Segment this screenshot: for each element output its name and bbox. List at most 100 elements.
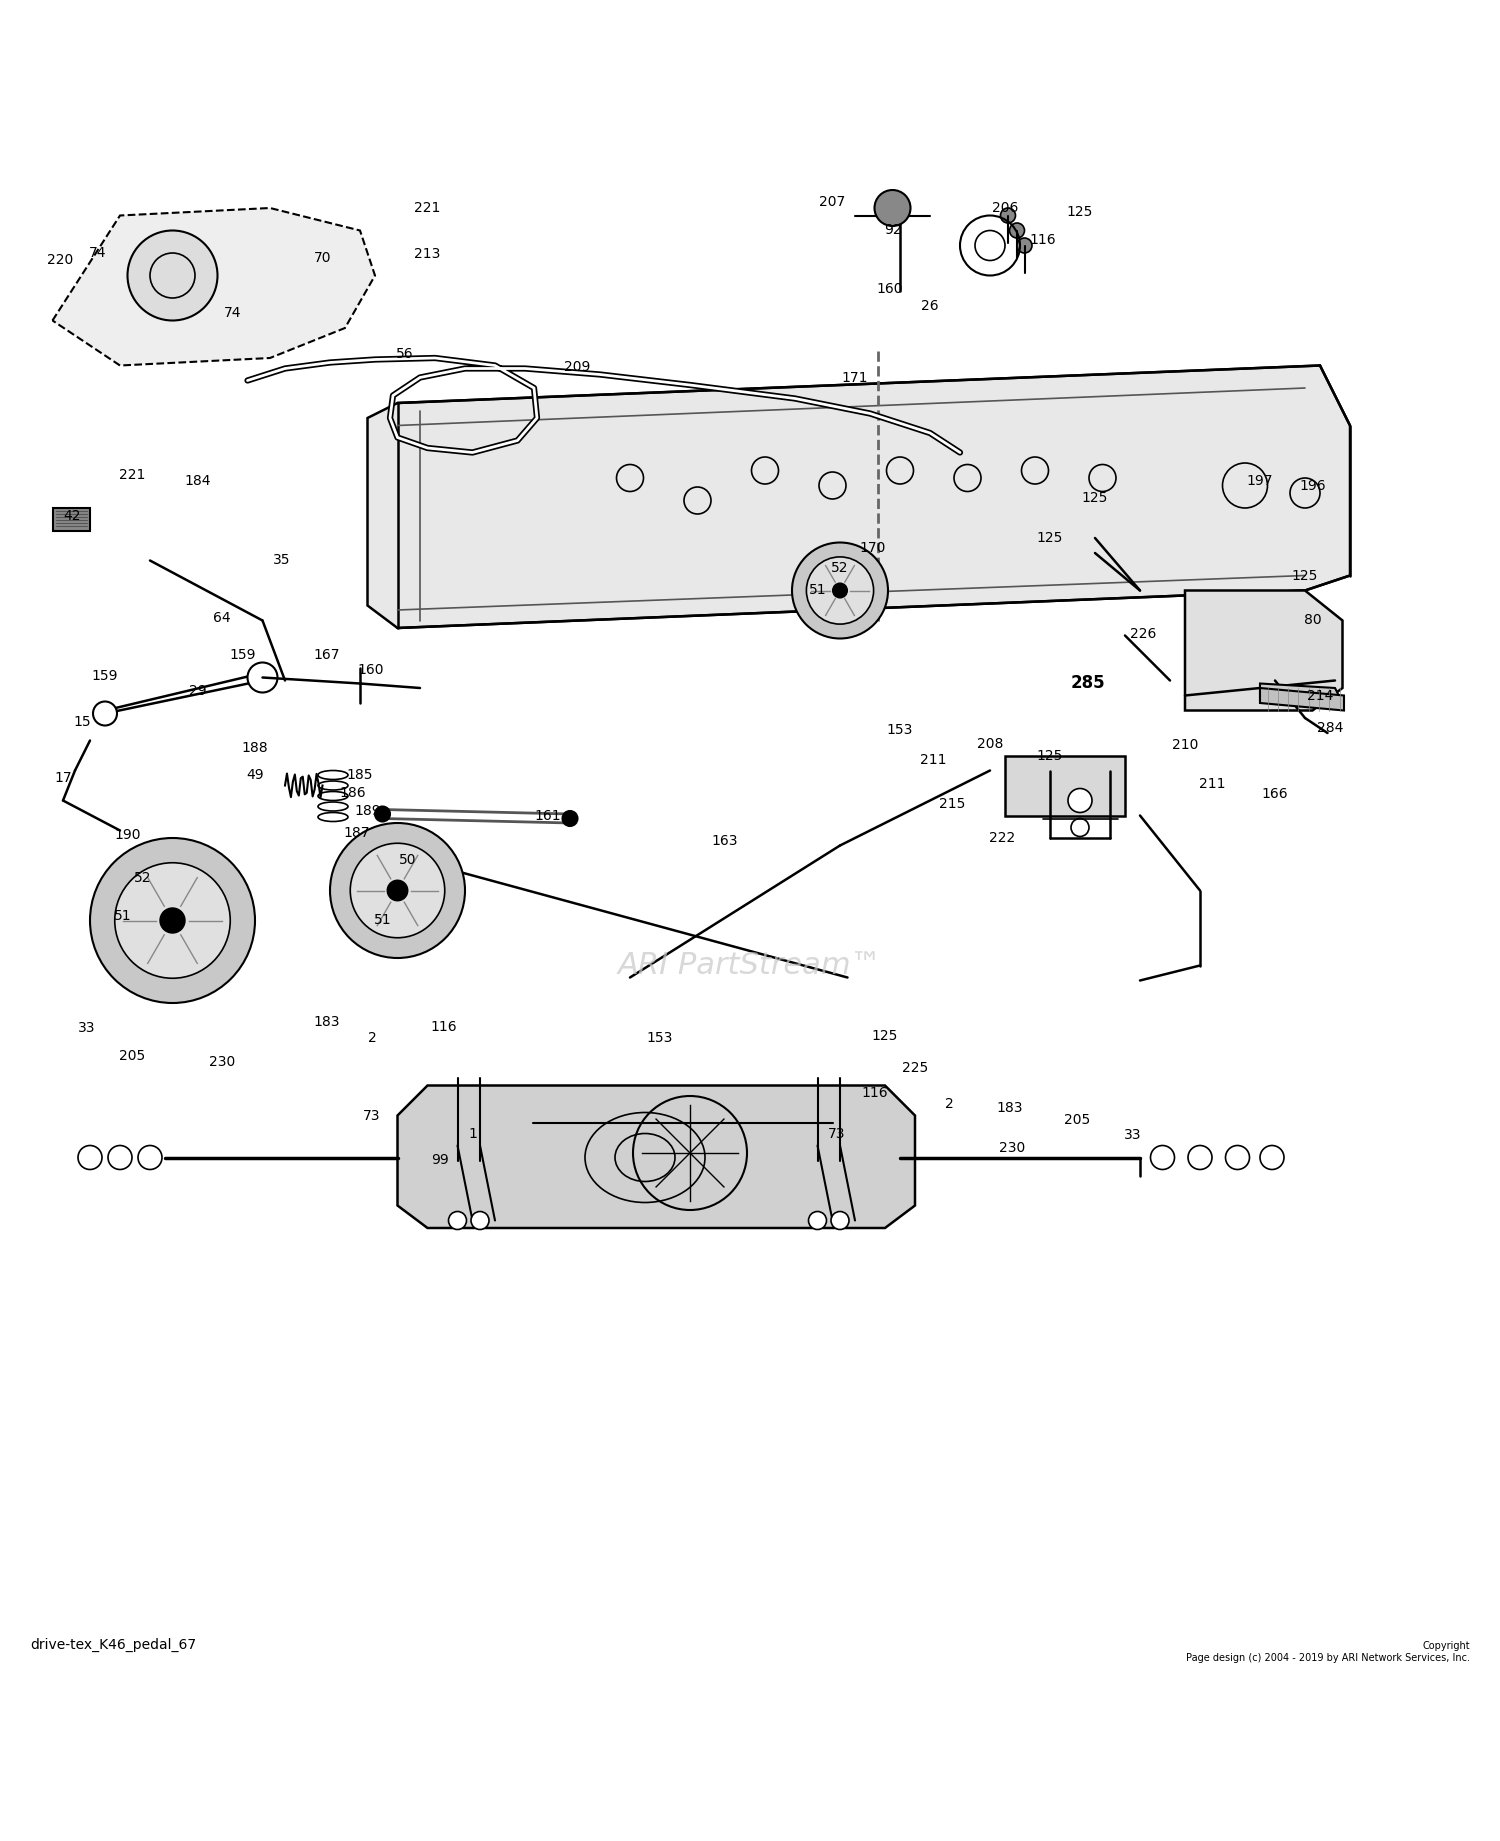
Text: 226: 226 [1130,628,1156,641]
Text: 171: 171 [842,370,868,385]
Text: 186: 186 [339,786,366,801]
Text: 51: 51 [114,909,132,922]
Text: 73: 73 [363,1108,381,1123]
Text: 56: 56 [396,346,414,361]
Text: 206: 206 [992,201,1018,215]
Circle shape [108,1145,132,1169]
Text: 15: 15 [74,716,92,729]
Circle shape [160,908,184,933]
Text: 211: 211 [1198,777,1225,792]
Text: 125: 125 [1036,530,1064,545]
Text: 125: 125 [871,1029,898,1044]
Text: 153: 153 [646,1031,674,1044]
Text: 183: 183 [996,1101,1023,1116]
Circle shape [1188,1145,1212,1169]
Text: 92: 92 [884,223,902,237]
Text: 29: 29 [189,685,207,698]
Circle shape [1010,223,1025,237]
Circle shape [1150,1145,1174,1169]
Text: 153: 153 [886,724,914,736]
Text: 26: 26 [921,298,939,313]
Text: 159: 159 [92,668,118,683]
Text: 73: 73 [828,1127,846,1141]
Circle shape [128,230,218,320]
Circle shape [1000,208,1016,223]
Circle shape [833,584,848,598]
Text: 49: 49 [246,768,264,782]
Text: 205: 205 [118,1049,146,1062]
Text: 116: 116 [430,1020,457,1035]
Text: 166: 166 [1262,788,1288,801]
Polygon shape [398,1086,915,1228]
Circle shape [375,806,390,821]
Text: 213: 213 [414,247,441,261]
Circle shape [330,823,465,957]
Text: 35: 35 [273,554,291,567]
Circle shape [248,663,278,692]
Circle shape [874,190,910,226]
Text: 285: 285 [1070,674,1106,692]
Circle shape [808,1211,826,1230]
Text: 2: 2 [945,1097,954,1110]
Text: 190: 190 [114,828,141,841]
Text: 125: 125 [1066,206,1094,219]
Circle shape [1226,1145,1250,1169]
Text: 125: 125 [1082,490,1108,504]
Circle shape [792,543,888,639]
Circle shape [90,838,255,1003]
Text: 208: 208 [976,736,1004,751]
Text: 187: 187 [344,827,370,841]
Circle shape [350,843,444,937]
Text: 170: 170 [859,541,886,556]
Text: 74: 74 [88,247,106,260]
Text: 2: 2 [368,1031,376,1044]
Text: 80: 80 [1304,613,1322,628]
Text: 42: 42 [63,508,81,523]
Text: ARI PartStream™: ARI PartStream™ [618,952,882,979]
Text: 17: 17 [54,771,72,784]
Text: 33: 33 [78,1022,96,1035]
Circle shape [138,1145,162,1169]
Circle shape [114,863,231,978]
Text: 221: 221 [118,468,146,482]
Text: 197: 197 [1246,473,1274,488]
Text: 222: 222 [988,830,1016,845]
Text: drive-tex_K46_pedal_67: drive-tex_K46_pedal_67 [30,1638,196,1653]
Polygon shape [1260,683,1342,703]
Text: 163: 163 [711,834,738,849]
Polygon shape [1005,755,1125,816]
Text: 215: 215 [939,797,966,810]
Circle shape [1068,788,1092,812]
Text: 184: 184 [184,473,211,488]
Text: 160: 160 [876,282,903,296]
Text: 52: 52 [831,562,849,574]
Circle shape [562,812,578,827]
Text: 185: 185 [346,768,374,782]
Text: 99: 99 [430,1154,448,1167]
Text: 160: 160 [357,663,384,677]
Text: 225: 225 [902,1060,928,1075]
Text: 116: 116 [1029,232,1056,247]
Text: 51: 51 [374,913,392,928]
Text: 33: 33 [1124,1129,1142,1141]
Polygon shape [368,366,1350,628]
Text: 64: 64 [213,611,231,624]
Polygon shape [1260,689,1344,711]
Polygon shape [53,208,375,366]
Text: 188: 188 [242,740,268,755]
Text: 52: 52 [134,871,152,886]
Circle shape [78,1145,102,1169]
Text: 1: 1 [468,1127,477,1141]
Text: Copyright
Page design (c) 2004 - 2019 by ARI Network Services, Inc.: Copyright Page design (c) 2004 - 2019 by… [1186,1642,1470,1662]
Text: 51: 51 [808,584,826,598]
Text: 70: 70 [314,250,332,265]
Text: 167: 167 [314,648,340,663]
Text: 221: 221 [414,201,441,215]
Text: 230: 230 [999,1141,1026,1156]
Text: 189: 189 [354,805,381,817]
Text: 230: 230 [209,1055,236,1068]
Text: 207: 207 [819,195,846,210]
Text: 74: 74 [224,306,242,320]
Text: 211: 211 [920,753,946,768]
Text: 161: 161 [534,808,561,823]
